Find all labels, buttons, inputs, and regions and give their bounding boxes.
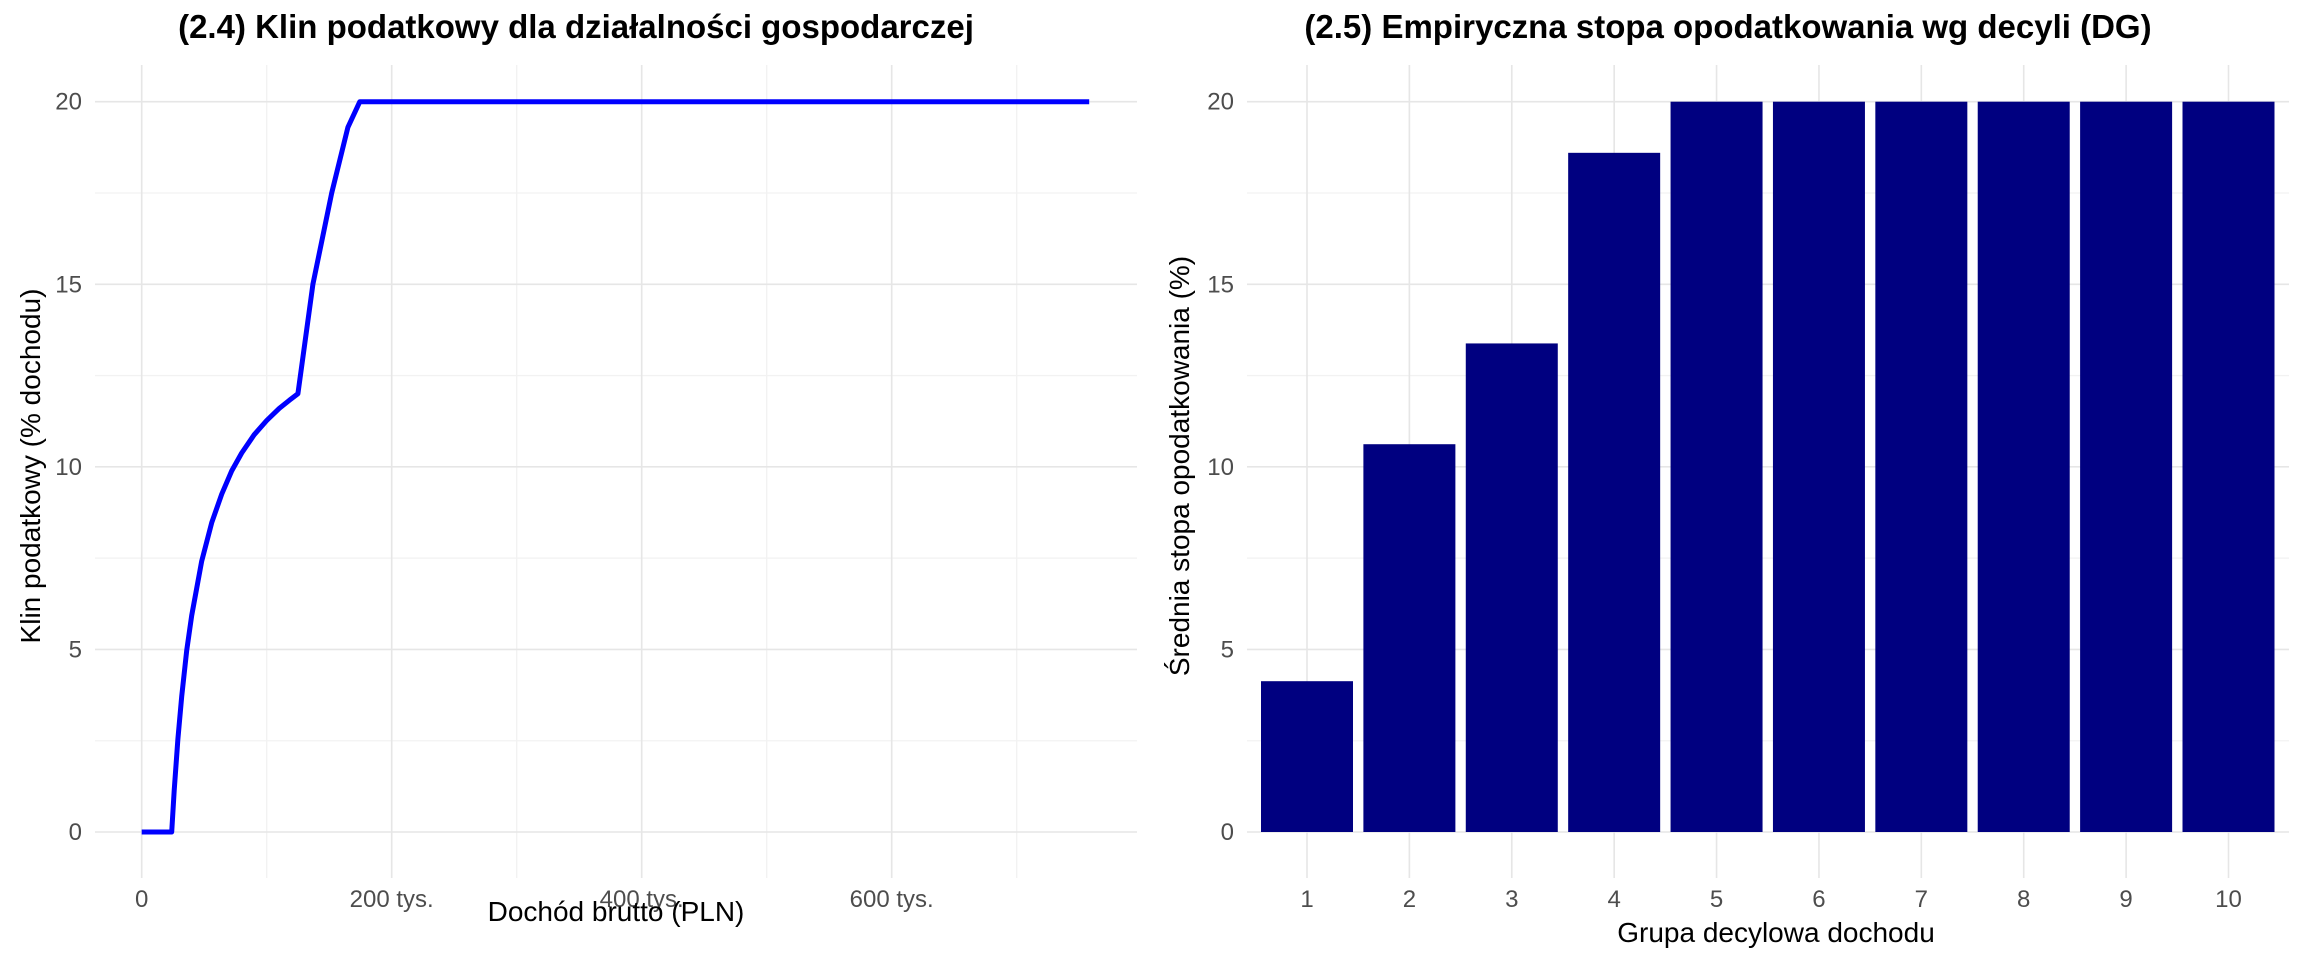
- decile-tax-rate-bar-chart: 0 5 10 15 20 1 2 3 4 5 6 7 8 9 10 Grupa decylowa doch…: [1163, 65, 2289, 948]
- y-axis-ticks: 0 5 10 15 20: [55, 89, 82, 846]
- x-axis-title: Dochód brutto (PLN): [488, 896, 745, 927]
- x-tick-label: 6: [1812, 886, 1825, 913]
- x-axis-ticks: 0 200 tys. 400 tys. 600 tys.: [135, 886, 934, 913]
- x-tick-label: 10: [2215, 886, 2242, 913]
- x-axis-ticks: 1 2 3 4 5 6 7 8 9 10: [1300, 886, 2242, 913]
- y-tick-label: 5: [1221, 636, 1234, 663]
- grid: [95, 65, 1137, 878]
- decile-bar-1: [1261, 681, 1353, 832]
- y-tick-label: 20: [1207, 89, 1234, 116]
- tax-wedge-chart-title: (2.4) Klin podatkowy dla działalności go…: [178, 8, 974, 45]
- x-tick-label: 9: [2119, 886, 2132, 913]
- x-tick-label: 8: [2017, 886, 2030, 913]
- decile-bar-4: [1568, 152, 1661, 833]
- y-tick-label: 5: [69, 636, 82, 663]
- y-tick-label: 20: [55, 89, 82, 116]
- decile-tax-rate-chart-title: (2.5) Empiryczna stopa opodatkowania wg …: [1304, 8, 2152, 45]
- decile-bar-10: [2182, 101, 2275, 832]
- decile-bar-3: [1465, 343, 1558, 832]
- decile-bar-5: [1670, 101, 1763, 832]
- x-tick-label: 7: [1915, 886, 1928, 913]
- x-axis-title: Grupa decylowa dochodu: [1617, 917, 1935, 948]
- decile-bar-7: [1875, 101, 1968, 832]
- decile-bar-2: [1363, 444, 1456, 832]
- y-axis-ticks: 0 5 10 15 20: [1207, 89, 1234, 846]
- y-tick-label: 15: [1207, 271, 1234, 298]
- x-tick-label: 600 tys.: [850, 886, 934, 913]
- x-tick-label: 3: [1505, 886, 1518, 913]
- line-series: [141, 99, 1090, 835]
- y-tick-label: 10: [1207, 454, 1234, 481]
- tax-wedge-chart-panel: (2.4) Klin podatkowy dla działalności go…: [15, 8, 1137, 927]
- x-tick-label: 1: [1300, 886, 1313, 913]
- y-tick-label: 0: [69, 819, 82, 846]
- x-tick-label: 2: [1403, 886, 1416, 913]
- tax-wedge-line: [141, 99, 1090, 835]
- x-tick-label: 4: [1607, 886, 1620, 913]
- y-axis-title: Klin podatkowy (% dochodu): [15, 289, 46, 644]
- decile-bar-9: [2080, 101, 2173, 832]
- bar-series: [1261, 101, 2275, 833]
- y-tick-label: 15: [55, 271, 82, 298]
- decile-bar-6: [1772, 101, 1865, 832]
- tax-wedge-line-chart: 0 5 10 15 20 0 200 tys. 400 tys. 600 tys. Dochó…: [15, 65, 1137, 927]
- x-tick-label: 400 tys.: [600, 886, 684, 913]
- decile-tax-rate-chart-panel: (2.5) Empiryczna stopa opodatkowania wg …: [1152, 0, 2304, 960]
- y-axis-title: Średnia stopa opodatkowania (%): [1163, 256, 1195, 676]
- x-tick-label: 5: [1710, 886, 1723, 913]
- y-tick-label: 10: [55, 454, 82, 481]
- x-tick-label: 200 tys.: [350, 886, 434, 913]
- y-tick-label: 0: [1221, 819, 1234, 846]
- x-tick-label: 0: [135, 886, 148, 913]
- decile-bar-8: [1977, 101, 2070, 832]
